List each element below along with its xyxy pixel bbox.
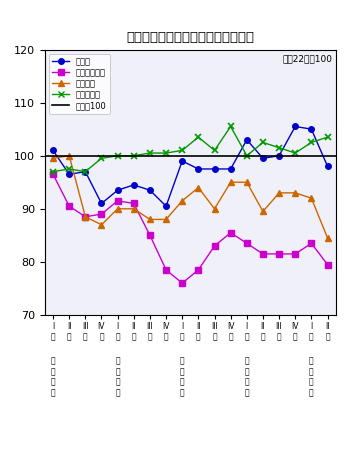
- Legend: 鉄鋼業, 金属製品工業, 化学工業, 食料品工業, 基準線100: 鉄鋼業, 金属製品工業, 化学工業, 食料品工業, 基準線100: [49, 54, 110, 114]
- Title: 主要業種の生産（季節調整済指数）: 主要業種の生産（季節調整済指数）: [126, 31, 254, 44]
- Text: 二
十
七
年: 二 十 七 年: [309, 357, 314, 397]
- Text: 平成22年＝100: 平成22年＝100: [283, 55, 333, 64]
- Text: 二
十
五
年: 二 十 五 年: [180, 357, 184, 397]
- Text: 二
十
六
年: 二 十 六 年: [245, 357, 249, 397]
- Text: 二
十
四
年: 二 十 四 年: [115, 357, 120, 397]
- Text: 二
十
三
年: 二 十 三 年: [51, 357, 55, 397]
